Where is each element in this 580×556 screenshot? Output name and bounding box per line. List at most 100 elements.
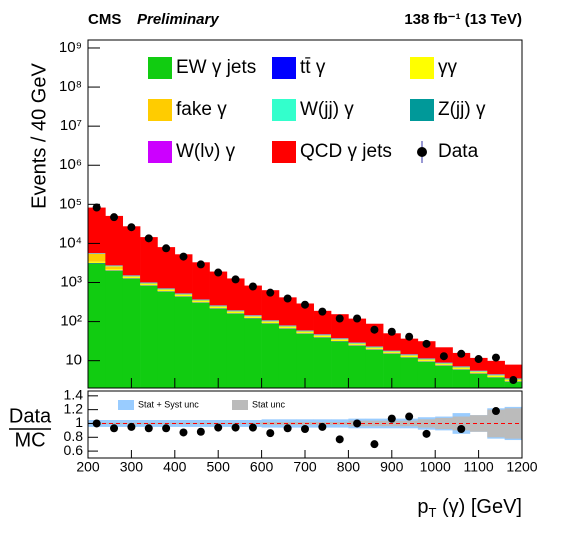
uncertainty-band <box>209 422 228 425</box>
uncertainty-band <box>140 422 158 425</box>
data-point <box>162 244 171 253</box>
data-point <box>422 339 431 348</box>
x-tick-label: 500 <box>207 459 231 475</box>
ratio-point <box>301 424 309 433</box>
stack-segment <box>174 294 193 297</box>
legend-swatch <box>410 99 434 121</box>
stack-segment <box>435 362 453 364</box>
stack-segment <box>348 342 367 344</box>
data-point <box>179 252 188 261</box>
x-tick-label: 1000 <box>420 459 451 475</box>
stack-segment <box>192 262 210 300</box>
stack-segment <box>209 306 228 307</box>
status: Preliminary <box>137 11 219 28</box>
stack-segment <box>313 337 332 388</box>
legend-swatch <box>232 400 248 410</box>
stack-segment <box>435 363 453 365</box>
stack-segment <box>122 278 141 388</box>
stack-segment <box>278 297 297 326</box>
stack-segment <box>140 282 158 284</box>
stack-segment <box>313 334 332 336</box>
lumi: 138 fb⁻¹ (13 TeV) <box>404 11 522 28</box>
stack-segment <box>504 381 523 388</box>
stack-segment <box>226 311 245 312</box>
stack-segment <box>157 291 176 388</box>
stack-segment <box>226 278 245 311</box>
experiment: CMS <box>88 11 121 28</box>
data-point <box>231 275 240 284</box>
uncertainty-band <box>365 420 384 427</box>
legend-label: W(jj) γ <box>300 99 354 120</box>
data-point <box>301 300 309 309</box>
stack-segment <box>469 372 488 374</box>
stack-segment <box>157 247 176 289</box>
stack-segment <box>331 339 349 340</box>
stack-segment <box>174 293 193 295</box>
stack-segment <box>157 288 176 290</box>
stack-segment <box>452 368 471 370</box>
stack-segment <box>192 299 210 301</box>
ratio-point <box>353 419 362 428</box>
y-tick-label: 10⁸ <box>59 78 82 95</box>
stack-segment <box>88 263 106 388</box>
stack-segment <box>296 303 314 331</box>
stack-segment <box>504 364 523 379</box>
legend-label: γγ <box>438 57 458 78</box>
data-point <box>248 282 257 291</box>
stack-segment <box>244 285 262 316</box>
stack-segment <box>88 261 106 263</box>
uncertainty-band <box>469 415 488 432</box>
stack-segment <box>383 350 401 352</box>
ratio-point <box>196 427 205 436</box>
stack-segment <box>261 321 280 322</box>
y-tick-label: 10⁶ <box>59 156 82 173</box>
ratio-point <box>214 423 223 432</box>
stack-segment <box>348 318 367 343</box>
stack-segment <box>313 310 332 335</box>
data-point <box>474 355 483 364</box>
stack-segment <box>174 296 193 388</box>
stack-segment <box>278 325 297 327</box>
stack-segment <box>209 308 228 388</box>
legend-label: fake γ <box>176 99 227 120</box>
stack-segment <box>348 343 367 345</box>
ratio-num-label: Data <box>9 405 52 427</box>
data-point <box>92 203 101 212</box>
ratio-y-tick-label: 1.2 <box>64 400 84 416</box>
stack-segment <box>140 284 158 286</box>
stack-segment <box>192 300 210 302</box>
legend-swatch <box>410 57 434 79</box>
stack-segment <box>365 323 384 347</box>
ratio-point <box>248 423 257 432</box>
stack-segment <box>296 332 314 334</box>
stack-segment <box>313 335 332 338</box>
uncertainty-band <box>400 420 419 427</box>
stack-segment <box>365 349 384 388</box>
stack-segment <box>313 335 332 336</box>
ratio-point <box>179 428 188 437</box>
ratio-den-label: MC <box>14 429 45 451</box>
data-point <box>214 268 223 277</box>
data-point <box>335 314 344 323</box>
y-tick-label: 10⁷ <box>60 117 82 134</box>
stack-segment <box>88 207 106 254</box>
legend-swatch <box>272 57 296 79</box>
stack-segment <box>469 371 488 373</box>
stack-segment <box>365 348 384 350</box>
ratio-point <box>283 424 292 433</box>
data-point <box>318 307 327 316</box>
uncertainty-band <box>435 417 453 429</box>
x-tick-label: 200 <box>76 459 100 475</box>
data-point <box>370 325 379 334</box>
stack-segment <box>331 339 349 342</box>
stack-segment <box>417 359 436 361</box>
stack-segment <box>400 355 419 358</box>
stack-segment <box>383 333 401 351</box>
stack-segment <box>296 331 314 333</box>
ratio-point <box>422 429 431 438</box>
data-point <box>144 234 153 243</box>
stack-segment <box>209 305 228 307</box>
stack-segment <box>174 294 193 295</box>
x-label-sub: T <box>428 505 436 520</box>
